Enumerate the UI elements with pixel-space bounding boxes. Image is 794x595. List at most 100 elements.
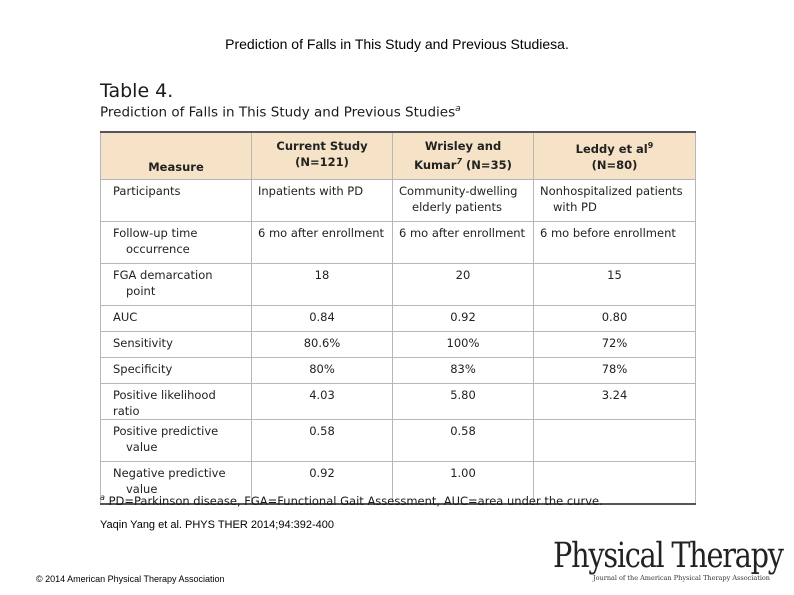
table-cell-wrisley: 1.00	[392, 461, 534, 505]
table-cell-current: 0.84	[251, 305, 393, 332]
cell-line: 80%	[309, 362, 335, 376]
table-label: Table 4.	[100, 80, 174, 102]
cell-line: Specificity	[113, 362, 173, 376]
header-wrisley-ref: 7	[456, 157, 463, 166]
header-current-study: Current Study (N=121)	[251, 131, 393, 180]
table-cell-measure: Sensitivity	[100, 331, 252, 358]
cell-line: Negative predictive	[113, 466, 226, 480]
cell-line: 6 mo before enrollment	[540, 226, 676, 240]
header-leddy: Leddy et al9 (N=80)	[533, 131, 696, 180]
cell-line: 1.00	[450, 466, 476, 480]
falls-prediction-table: Measure Current Study (N=121) Wrisley an…	[100, 131, 696, 505]
table-cell-wrisley: 5.80	[392, 383, 534, 420]
table-cell-wrisley: 100%	[392, 331, 534, 358]
cell-line: 0.92	[450, 310, 476, 324]
table-row: FGA demarcation point 18 20 15	[100, 263, 696, 306]
cell-line: value	[126, 440, 158, 454]
table-cell-measure: AUC	[100, 305, 252, 332]
table-caption-mark: a	[455, 104, 461, 114]
cell-line: 0.80	[601, 310, 628, 324]
table-row: Participants Inpatients with PD Community-…	[100, 179, 696, 222]
table-cell-wrisley: 20	[392, 263, 534, 306]
cell-line: occurrence	[126, 242, 190, 256]
table-cell-leddy: 3.24	[533, 383, 696, 420]
table-row: Specificity 80% 83% 78%	[100, 357, 696, 384]
table-cell-measure: Positive likelihood ratio	[100, 383, 252, 420]
table-cell-measure: Specificity	[100, 357, 252, 384]
cell-line: value	[126, 482, 158, 496]
table-cell-leddy: 15	[533, 263, 696, 306]
table-cell-wrisley: 6 mo after enrollment	[392, 221, 534, 264]
cell-line: Positive likelihood ratio	[113, 388, 216, 418]
header-measure: Measure	[100, 131, 252, 180]
header-leddy-line2: (N=80)	[591, 157, 638, 172]
table-cell-measure: Negative predictive value	[100, 461, 252, 505]
cell-line: Inpatients with PD	[258, 184, 364, 198]
table-footnote: a PD=Parkinson disease, FGA=Functional G…	[100, 493, 603, 508]
table-header-row: Measure Current Study (N=121) Wrisley an…	[100, 131, 696, 180]
table-cell-leddy: 72%	[533, 331, 696, 358]
table-row: Positive predictive value 0.58 0.58	[100, 419, 696, 462]
table-cell-leddy	[533, 461, 696, 505]
table-cell-measure: FGA demarcation point	[100, 263, 252, 306]
cell-line: 100%	[446, 336, 480, 350]
slide-title: Prediction of Falls in This Study and Pr…	[225, 36, 569, 52]
table-cell-leddy: 78%	[533, 357, 696, 384]
table-cell-leddy: Nonhospitalized patients with PD	[533, 179, 696, 222]
cell-line: Sensitivity	[113, 336, 173, 350]
logo-subtitle: Journal of the American Physical Therapy…	[593, 574, 770, 582]
cell-line: 4.03	[309, 388, 335, 402]
cell-line: Positive predictive	[113, 424, 219, 438]
table-cell-current: 0.92	[251, 461, 393, 505]
table-cell-current: 0.58	[251, 419, 393, 462]
cell-line: 0.92	[309, 466, 335, 480]
cell-line: 0.84	[309, 310, 335, 324]
header-wrisley-n: (N=35)	[462, 157, 512, 172]
table-row: Positive likelihood ratio 4.03 5.80 3.24	[100, 383, 696, 420]
header-leddy-line1: Leddy et al	[575, 141, 648, 156]
table-row: Negative predictive value 0.92 1.00	[100, 461, 696, 505]
cell-line: with PD	[553, 200, 597, 214]
table-cell-current: 80.6%	[251, 331, 393, 358]
cell-line: Follow-up time	[113, 226, 198, 240]
cell-line: 83%	[450, 362, 476, 376]
header-wrisley-line2: Kumar	[414, 157, 457, 172]
header-leddy-ref: 9	[647, 141, 654, 150]
table-cell-wrisley: 83%	[392, 357, 534, 384]
cell-line: FGA demarcation	[113, 268, 213, 282]
table-cell-current: Inpatients with PD	[251, 179, 393, 222]
table-cell-leddy	[533, 419, 696, 462]
table-row: AUC 0.84 0.92 0.80	[100, 305, 696, 332]
cell-line: 6 mo after enrollment	[399, 226, 526, 240]
cell-line: AUC	[113, 310, 138, 324]
table-cell-current: 4.03	[251, 383, 393, 420]
cell-line: 78%	[601, 362, 628, 376]
cell-line: 80.6%	[303, 336, 341, 350]
cell-line: elderly patients	[412, 200, 502, 214]
copyright: © 2014 American Physical Therapy Associa…	[36, 574, 225, 584]
cell-line: 5.80	[450, 388, 476, 402]
table-cell-wrisley: Community-dwelling elderly patients	[392, 179, 534, 222]
table-cell-current: 18	[251, 263, 393, 306]
journal-logo: Physical Therapy Journal of the American…	[553, 538, 784, 588]
footnote-text: PD=Parkinson disease, FGA=Functional Gai…	[108, 493, 603, 508]
table-caption-text: Prediction of Falls in This Study and Pr…	[100, 104, 456, 121]
footnote-mark: a	[100, 493, 105, 502]
cell-line: 18	[314, 268, 330, 282]
table-row: Sensitivity 80.6% 100% 72%	[100, 331, 696, 358]
table-cell-wrisley: 0.92	[392, 305, 534, 332]
table-cell-measure: Positive predictive value	[100, 419, 252, 462]
header-wrisley-kumar: Wrisley and Kumar7 (N=35)	[392, 131, 534, 180]
table-cell-wrisley: 0.58	[392, 419, 534, 462]
citation: Yaqin Yang et al. PHYS THER 2014;94:392-…	[100, 519, 335, 531]
cell-line: 15	[607, 268, 622, 282]
cell-line: 0.58	[450, 424, 476, 438]
table-cell-measure: Participants	[100, 179, 252, 222]
cell-line: 20	[455, 268, 471, 282]
cell-line: point	[126, 284, 156, 298]
table-cell-current: 80%	[251, 357, 393, 384]
cell-line: 6 mo after enrollment	[258, 226, 385, 240]
cell-line: 72%	[601, 336, 628, 350]
cell-line: 3.24	[601, 388, 628, 402]
table-cell-leddy: 0.80	[533, 305, 696, 332]
